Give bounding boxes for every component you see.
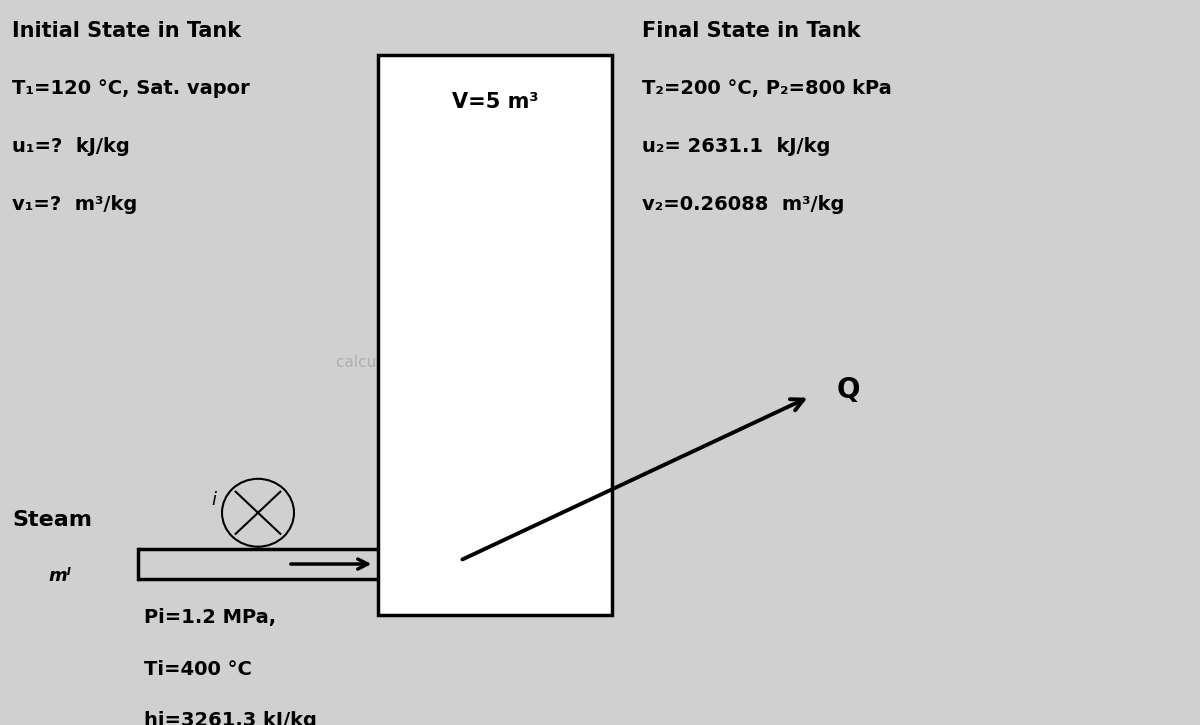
Text: Ti=400 °C: Ti=400 °C	[144, 660, 252, 679]
Text: mᴵ: mᴵ	[48, 568, 71, 585]
Text: Q: Q	[836, 376, 860, 404]
Bar	[378, 54, 612, 616]
Text: Final State in Tank: Final State in Tank	[642, 20, 860, 41]
Text: Initial State in Tank: Initial State in Tank	[12, 20, 241, 41]
Text: Steam: Steam	[12, 510, 92, 529]
Text: T₂=200 °C, P₂=800 kPa: T₂=200 °C, P₂=800 kPa	[642, 78, 892, 98]
Text: V=5 m³: V=5 m³	[451, 92, 539, 112]
Text: v₁=?  m³/kg: v₁=? m³/kg	[12, 195, 137, 214]
Text: u₂= 2631.1  kJ/kg: u₂= 2631.1 kJ/kg	[642, 137, 830, 156]
Text: u₁=?  kJ/kg: u₁=? kJ/kg	[12, 137, 130, 156]
Text: T₁=120 °C, Sat. vapor: T₁=120 °C, Sat. vapor	[12, 78, 250, 98]
Text: Pi=1.2 MPa,: Pi=1.2 MPa,	[144, 608, 276, 627]
Text: hi=3261.3 kJ/kg: hi=3261.3 kJ/kg	[144, 711, 317, 725]
Text: calculate the mass of steam: calculate the mass of steam	[336, 355, 553, 370]
Text: v₂=0.26088  m³/kg: v₂=0.26088 m³/kg	[642, 195, 845, 214]
Text: i: i	[211, 492, 216, 510]
